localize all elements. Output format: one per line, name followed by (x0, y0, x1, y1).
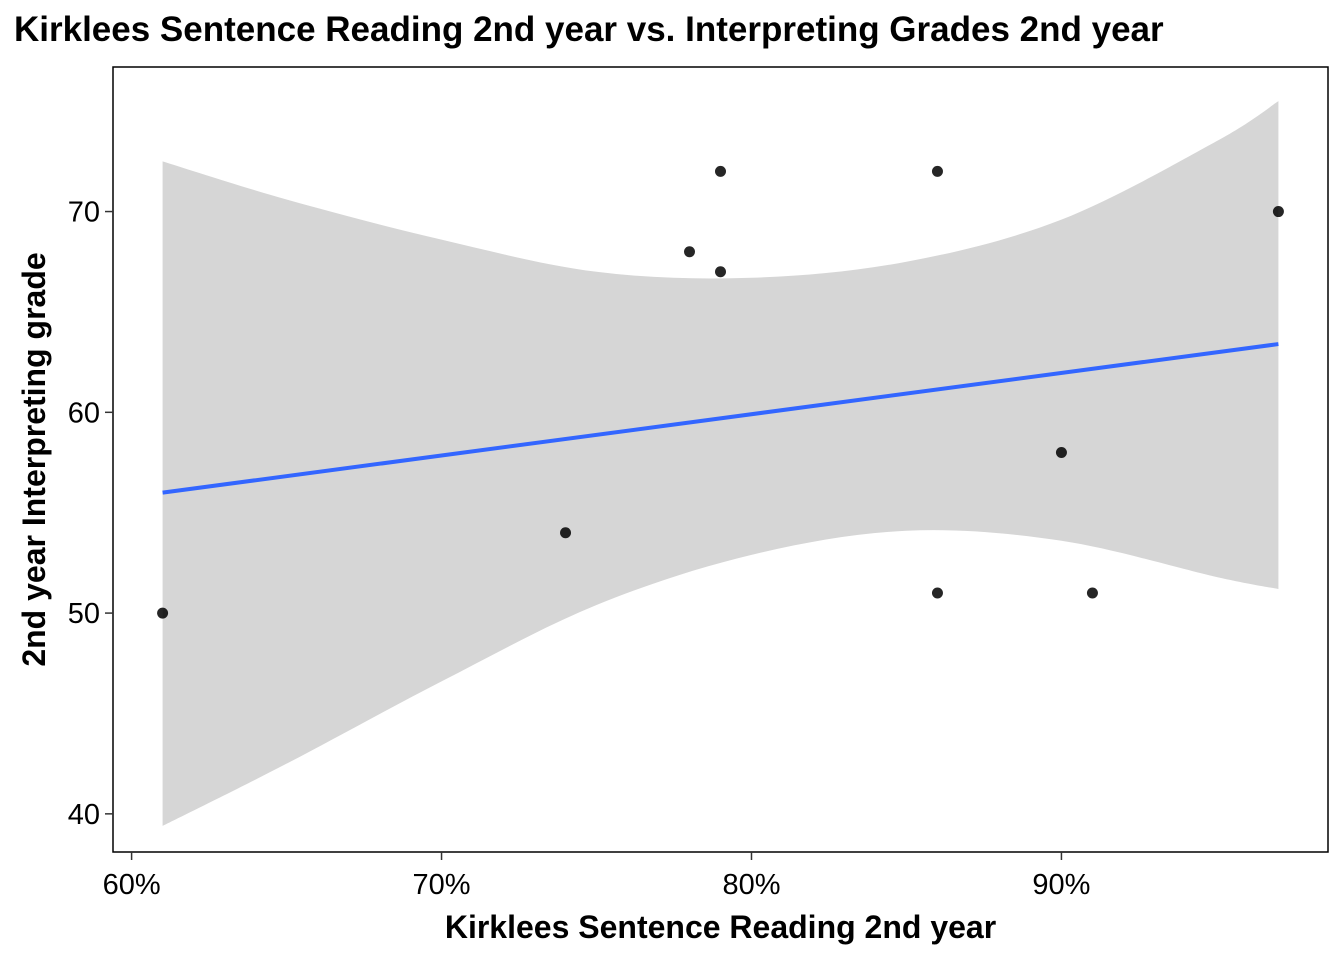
chart-title: Kirklees Sentence Reading 2nd year vs. I… (14, 10, 1164, 49)
x-tick-label: 90% (1032, 869, 1090, 901)
trend-line-layer (162, 342, 1279, 495)
x-axis: 60% 70% 80% 90% (103, 852, 1090, 901)
data-point (1055, 446, 1067, 458)
data-point (931, 587, 943, 599)
x-tick-label: 70% (413, 869, 471, 901)
data-point (715, 165, 726, 177)
y-axis: 40 50 60 70 (68, 197, 113, 831)
y-axis-title: 2nd year Interpreting grade (16, 252, 52, 666)
y-tick-label: 60 (68, 397, 100, 429)
confidence-band-layer (162, 101, 1279, 826)
data-point (715, 266, 726, 278)
y-tick-label: 40 (68, 799, 100, 831)
plot-panel-border (112, 66, 1329, 853)
data-point (157, 607, 169, 619)
data-point (1086, 587, 1098, 599)
data-point (560, 527, 572, 539)
x-axis-title: Kirklees Sentence Reading 2nd year (445, 909, 996, 945)
y-tick-label: 50 (68, 598, 100, 630)
confidence-band (162, 101, 1279, 826)
data-point (1272, 206, 1284, 218)
x-tick-label: 60% (103, 869, 161, 901)
x-tick-label: 80% (722, 869, 780, 901)
y-tick-label: 70 (68, 197, 100, 229)
data-point (684, 246, 696, 258)
trend-line (162, 342, 1279, 495)
points-layer (157, 165, 1284, 619)
data-point (931, 165, 943, 177)
